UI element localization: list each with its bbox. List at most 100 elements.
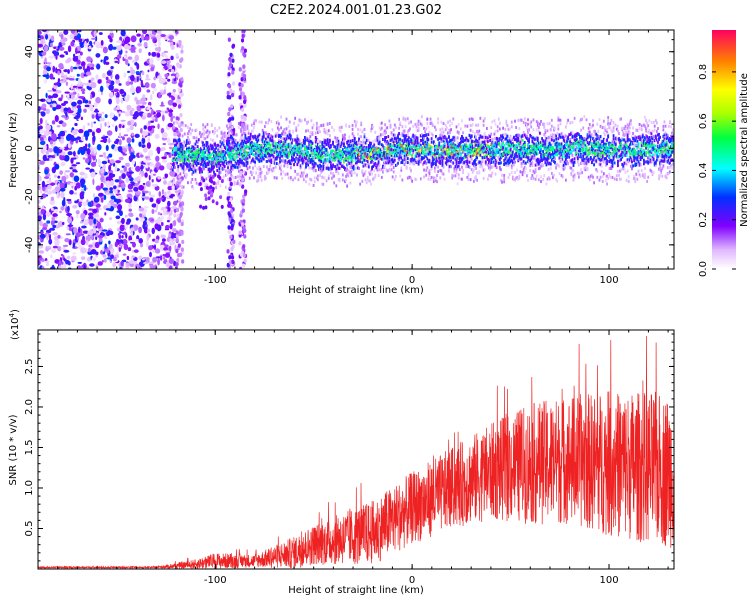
spectrogram-cell	[196, 140, 199, 144]
spectrogram-cell	[101, 160, 108, 165]
spectrogram-cell	[38, 43, 43, 48]
spectrogram-cell	[202, 127, 205, 131]
spectrogram-cell	[51, 248, 57, 254]
spectrogram-cell	[57, 45, 60, 49]
spectrogram-cell	[155, 110, 162, 113]
spectrogram-cell	[201, 157, 203, 161]
spectrogram-cell	[148, 51, 151, 56]
spectrogram-cell	[185, 166, 188, 170]
spectrogram-cell	[48, 131, 52, 135]
spectrogram-cell	[173, 219, 177, 227]
spectrogram-cell	[100, 197, 104, 203]
spectrogram-cell	[142, 101, 147, 105]
spectrogram-cell	[57, 78, 61, 84]
spectrogram-cell	[118, 138, 122, 146]
spectrogram-cell	[216, 134, 219, 138]
spectrogram-cell	[180, 123, 183, 127]
spectrogram-cell	[384, 164, 386, 168]
spectrogram-cell	[287, 155, 290, 158]
spectrogram-cell	[120, 182, 126, 189]
spectrogram-cell	[113, 198, 119, 203]
spectrogram-cell	[130, 74, 135, 82]
spectrogram-cell	[187, 132, 189, 136]
spectrogram-cell	[143, 147, 148, 153]
spectrogram-cell	[154, 133, 160, 139]
spectrogram-cell	[49, 227, 56, 231]
spectrogram-cell	[181, 134, 184, 138]
spectrogram-cell	[147, 125, 153, 131]
spectrogram-cell	[241, 30, 245, 34]
spectrogram-cell	[149, 163, 154, 167]
spectrogram-cell	[105, 181, 109, 186]
spectrogram-cell	[80, 238, 86, 246]
spectrogram-cell	[113, 147, 119, 151]
spectrogram-cell	[52, 224, 57, 229]
spectrogram-cell	[68, 77, 75, 81]
spectrogram-cell	[193, 136, 196, 140]
spectrogram-cell	[38, 250, 45, 254]
spectrogram-cell	[93, 146, 97, 154]
spectrogram-cell	[48, 233, 52, 241]
spectrogram-cell	[400, 147, 403, 151]
spectrogram-cell	[118, 175, 122, 182]
spectrogram-cell	[116, 45, 122, 52]
spectrogram-cell	[193, 152, 196, 155]
spectrogram-cell	[160, 234, 166, 239]
spectrogram-cell	[42, 213, 47, 221]
spectrogram-cell	[361, 129, 364, 133]
spectrogram-cell	[407, 139, 410, 143]
spectrogram-cell	[118, 247, 122, 252]
spectrogram-cell	[180, 44, 184, 50]
spectrogram-cell	[65, 233, 71, 236]
spectrogram-cell	[62, 244, 69, 247]
spectrogram-cell	[138, 226, 142, 234]
spectrogram-cell	[178, 194, 183, 200]
spectrogram-cell	[138, 141, 142, 147]
spectrogram-cell	[280, 168, 282, 172]
spectrogram-cell	[108, 137, 111, 144]
spectrogram-cell	[185, 158, 188, 162]
spectrogram-cell	[81, 135, 84, 142]
spectrogram-cell	[182, 123, 185, 127]
spectrogram-cell	[388, 119, 391, 123]
spectrogram-cell	[175, 52, 179, 58]
spectrogram-cell	[41, 51, 47, 56]
spectrogram-cell	[171, 179, 174, 183]
spectrogram-cell	[194, 169, 197, 173]
spectrogram-cell	[389, 123, 392, 127]
spectrogram-cell	[305, 129, 307, 133]
spectrogram-cell	[78, 201, 83, 206]
spectrogram-cell	[283, 164, 286, 168]
spectrogram-cell	[171, 159, 174, 162]
spectrogram-cell	[38, 184, 41, 191]
spectrogram-cell	[209, 143, 212, 147]
spectrogram-cell	[165, 261, 170, 268]
spectrogram-cell	[81, 225, 87, 229]
spectrogram-cell	[285, 127, 288, 131]
spectrogram-cell	[390, 168, 393, 172]
spectrogram-cell	[190, 155, 193, 159]
spectrogram-cell	[139, 105, 145, 109]
spectrogram-cell	[268, 118, 271, 122]
spectrogram-cell	[367, 138, 370, 142]
spectrogram-cell	[140, 85, 146, 88]
spectrogram-cell	[79, 146, 86, 151]
spectrogram-cell	[90, 248, 97, 255]
spectrogram-cell	[124, 58, 129, 66]
spectrogram-cell	[126, 70, 131, 74]
spectrogram-cell	[203, 129, 206, 133]
spectrogram-cell	[231, 81, 236, 86]
spectrogram-cell	[228, 122, 231, 126]
spectrogram-cell	[107, 120, 110, 127]
spectrogram-cell	[411, 179, 414, 183]
spectrogram-cell	[172, 139, 175, 143]
spectrogram-cell	[283, 128, 286, 132]
spectrogram-cell	[377, 174, 380, 178]
spectrogram-cell	[179, 178, 182, 182]
spectrogram-cell	[335, 167, 338, 171]
spectrogram-cell	[185, 147, 188, 151]
spectrogram-cell	[91, 200, 94, 207]
spectrogram-cell	[175, 98, 180, 104]
spectrogram-cell	[381, 137, 384, 141]
